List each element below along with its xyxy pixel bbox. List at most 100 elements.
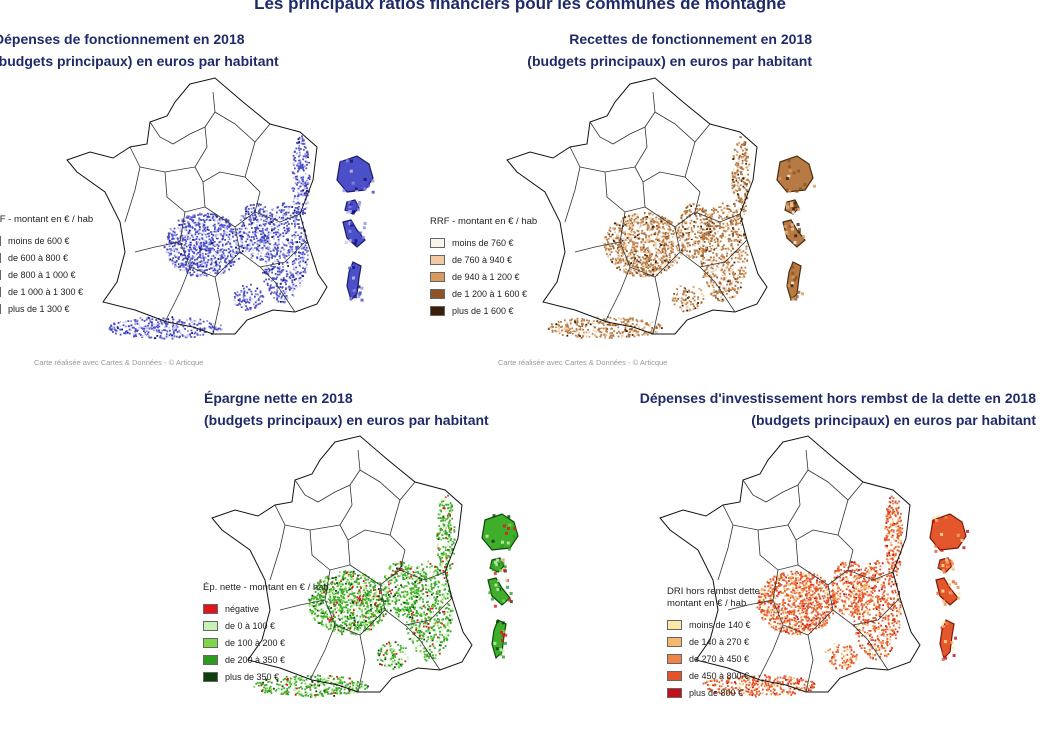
legend-swatch bbox=[203, 620, 218, 631]
legend-item: négative bbox=[203, 600, 329, 617]
legend-swatch bbox=[0, 252, 1, 263]
martinique-inset bbox=[342, 219, 367, 248]
legend-item: plus de 1 300 € bbox=[0, 300, 93, 317]
legend-item: plus de 800 € bbox=[667, 684, 760, 701]
guadeloupe-inset bbox=[784, 199, 802, 217]
panel-title-line-2: (budgets principaux) en euros par habita… bbox=[204, 412, 489, 428]
legend-item: de 1 200 à 1 600 € bbox=[430, 285, 537, 302]
region-border bbox=[589, 91, 656, 145]
legend-label: de 1 200 à 1 600 € bbox=[452, 288, 528, 299]
region-border bbox=[727, 599, 774, 611]
legend-label: moins de 140 € bbox=[689, 619, 751, 630]
panel-title-line-2: (budgets principaux) en euros par habita… bbox=[527, 53, 812, 69]
region-border bbox=[284, 524, 341, 531]
martinique-inset bbox=[935, 577, 961, 606]
region-border bbox=[349, 534, 406, 586]
legend-label: de 140 à 270 € bbox=[689, 636, 750, 647]
map-dri bbox=[659, 435, 969, 698]
region-border bbox=[847, 569, 894, 581]
region-border bbox=[357, 634, 366, 693]
region-border bbox=[214, 111, 271, 143]
map-panel-drf bbox=[66, 72, 395, 372]
region-border bbox=[787, 484, 849, 541]
panel-title-dri: Dépenses d'investissement hors rembst de… bbox=[640, 387, 1036, 431]
legend-item: de 760 à 940 € bbox=[430, 251, 537, 268]
region-border bbox=[805, 634, 814, 693]
legend-label: négative bbox=[225, 603, 260, 614]
legend-item: de 940 à 1 200 € bbox=[430, 268, 537, 285]
region-border bbox=[149, 91, 216, 145]
panel-title-line-1: Dépenses de fonctionnement en 2018 bbox=[0, 31, 245, 47]
panel-title-line-2: (budgets principaux) en euros par habita… bbox=[751, 412, 1036, 428]
legend-title: DRI hors rembst dette montant en € / hab bbox=[667, 586, 760, 610]
map-panel-rrf bbox=[506, 72, 835, 372]
panel-title-rrf: Recettes de fonctionnement en 2018 (budg… bbox=[527, 28, 812, 72]
legend-item: de 100 à 200 € bbox=[203, 634, 329, 651]
map-drf bbox=[66, 77, 375, 340]
country-outline bbox=[66, 77, 328, 335]
legend-rrf: RRF - montant en € / hab moins de 760 € d… bbox=[430, 216, 537, 319]
legend-swatch bbox=[430, 254, 445, 265]
legend-label: de 600 à 800 € bbox=[8, 252, 69, 263]
legend-item: de 140 à 270 € bbox=[667, 633, 760, 650]
region-border bbox=[579, 166, 636, 173]
map-panel-dri bbox=[659, 430, 988, 730]
legend-dri: DRI hors rembst dette montant en € / hab… bbox=[667, 586, 760, 701]
region-border bbox=[254, 211, 301, 223]
region-border bbox=[574, 241, 621, 253]
legend-swatch bbox=[203, 671, 218, 682]
reunion-inset bbox=[336, 155, 375, 194]
legend-label: plus de 800 € bbox=[689, 687, 744, 698]
corsica-inset bbox=[346, 261, 364, 302]
region-border bbox=[194, 126, 256, 183]
legend-swatch bbox=[430, 305, 445, 316]
reunion-inset bbox=[481, 513, 519, 551]
panel-title-line-1: Dépenses d'investissement hors rembst de… bbox=[639, 390, 1036, 406]
panel-title-epn: Épargne nette en 2018 (budgets principau… bbox=[204, 387, 489, 431]
legend-label: de 0 à 100 € bbox=[225, 620, 276, 631]
map-rrf bbox=[506, 77, 816, 340]
legend-swatch bbox=[203, 654, 218, 665]
panel-title-drf: Dépenses de fonctionnement en 2018 (budg… bbox=[0, 28, 279, 72]
commune-dots bbox=[547, 136, 751, 340]
region-border bbox=[604, 171, 646, 213]
legend-item: plus de 350 € bbox=[203, 668, 329, 685]
figure-title: Les principaux ratios financiers pour le… bbox=[254, 0, 786, 13]
legend-swatch bbox=[0, 303, 1, 314]
legend-title: Ép. nette - montant en € / hab bbox=[203, 582, 329, 593]
legend-item: moins de 760 € bbox=[430, 234, 537, 251]
legend-epn: Ép. nette - montant en € / hab négative d… bbox=[203, 582, 329, 685]
region-border bbox=[259, 239, 308, 268]
commune-dots bbox=[253, 494, 456, 698]
country-outline bbox=[211, 435, 473, 693]
legend-item: de 200 à 350 € bbox=[203, 651, 329, 668]
region-border bbox=[139, 166, 196, 173]
legend-swatch bbox=[203, 637, 218, 648]
legend-item: plus de 1 600 € bbox=[430, 302, 537, 319]
region-border bbox=[164, 171, 206, 213]
legend-drf: DRF - montant en € / hab moins de 600 € d… bbox=[0, 214, 93, 317]
legend-item: de 0 à 100 € bbox=[203, 617, 329, 634]
country-outline bbox=[659, 435, 921, 693]
region-border bbox=[852, 597, 901, 626]
corsica-inset bbox=[939, 619, 957, 661]
legend-label: de 450 à 800 € bbox=[689, 670, 750, 681]
region-border bbox=[757, 624, 784, 681]
legend-item: de 800 à 1 000 € bbox=[0, 266, 93, 283]
region-border bbox=[694, 211, 741, 223]
mainland-map bbox=[66, 77, 328, 340]
region-border bbox=[717, 504, 734, 581]
map-epn bbox=[211, 435, 519, 698]
mainland-map bbox=[211, 435, 473, 698]
legend-swatch bbox=[667, 670, 682, 681]
region-border bbox=[797, 534, 854, 586]
region-border bbox=[404, 597, 453, 626]
map-credit-rrf: Carte réalisée avec Cartes & Données - ©… bbox=[498, 358, 668, 367]
region-border bbox=[309, 624, 336, 681]
region-border bbox=[807, 469, 864, 501]
map-credit-drf: Carte réalisée avec Cartes & Données - ©… bbox=[34, 358, 204, 367]
legend-item: moins de 600 € bbox=[0, 232, 93, 249]
legend-label: moins de 600 € bbox=[8, 235, 70, 246]
legend-label: de 1 000 à 1 300 € bbox=[8, 286, 84, 297]
region-border bbox=[757, 529, 799, 571]
